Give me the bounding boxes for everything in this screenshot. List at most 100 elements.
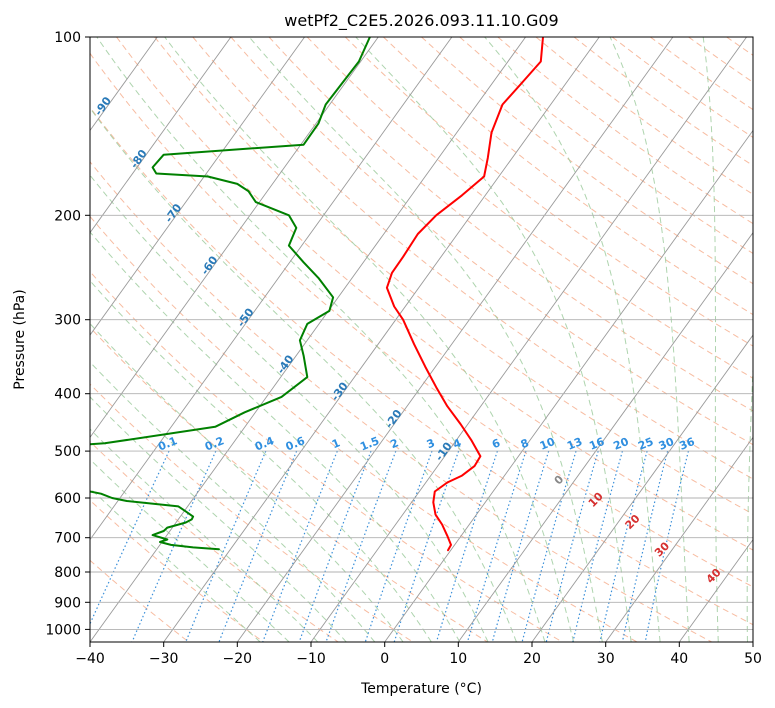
isotherm-line: [678, 538, 753, 642]
dry-adiabat-line: [154, 37, 753, 515]
x-axis-label: Temperature (°C): [360, 681, 482, 697]
isotherm-line: [605, 436, 753, 642]
sounding-series-0: [385, 37, 544, 552]
moist-adiabat-line: [248, 37, 603, 642]
moist-adiabat-line: [90, 280, 432, 642]
mixing-ratio-label: 36: [678, 435, 697, 453]
x-tick-label: 50: [744, 651, 762, 667]
y-tick-label: 1000: [45, 622, 81, 638]
moist-adiabat-line: [90, 174, 489, 642]
isotherm-line: [90, 37, 305, 336]
mixing-ratio-line: [298, 450, 372, 642]
mixing-ratio-label: 25: [636, 435, 655, 453]
pressure-gridlines: [90, 37, 753, 630]
sounding-series-1: [90, 37, 371, 446]
mixing-ratio-line: [621, 450, 669, 642]
isotherm-line: [310, 37, 747, 642]
mixing-ratio-label: 13: [565, 435, 584, 453]
moist-adiabat-line: [90, 487, 261, 642]
sounding-profiles: [90, 37, 544, 552]
x-tick-label: −30: [149, 651, 179, 667]
y-tick-label: 900: [54, 595, 81, 611]
y-tick-label: 200: [54, 208, 81, 224]
moist-adiabat-line: [90, 322, 404, 642]
moist-adiabat-line: [90, 396, 347, 642]
y-tick-label: 800: [54, 565, 81, 581]
mixing-ratio-line: [521, 450, 577, 642]
moist-adiabat-line: [90, 231, 461, 642]
sounding-series-2: [90, 490, 220, 551]
x-tick-label: −10: [296, 651, 326, 667]
isotherm-line: [90, 37, 453, 541]
moist-adiabat-line: [90, 428, 319, 642]
dry-adiabat-line: [90, 440, 339, 642]
skewed-isotherms: [90, 37, 753, 642]
y-axis-ticks: 100 200 300 400 500 600 700 800 900 1000: [45, 30, 90, 638]
x-tick-label: 20: [523, 651, 541, 667]
moist-adiabat-line: [90, 361, 376, 642]
dry-adiabat-line: [90, 326, 488, 642]
dry-adiabat-line: [90, 559, 190, 642]
moist-adiabat-line: [609, 37, 690, 642]
mixing-ratio-line: [325, 450, 397, 642]
mixing-ratio-line: [466, 450, 527, 642]
mixing-ratio-label: 2: [389, 436, 401, 451]
dry-adiabat-line: [230, 37, 753, 446]
dry-adiabat-line: [306, 37, 753, 379]
y-axis-label: Pressure (hPa): [12, 289, 28, 389]
mixing-ratio-label: 3: [425, 436, 437, 451]
y-tick-label: 500: [54, 444, 81, 460]
mixing-ratio-line: [218, 450, 298, 642]
y-tick-label: 700: [54, 531, 81, 547]
mixing-ratio-line: [599, 450, 648, 642]
x-tick-label: −20: [223, 651, 253, 667]
chart-title: wetPf2_C2E5.2026.093.11.10.G09: [284, 11, 558, 31]
moist-adiabat-line: [355, 37, 632, 642]
mixing-ratio-label: 10: [538, 435, 557, 453]
y-tick-label: 300: [54, 313, 81, 329]
dry-adiabat-line: [90, 499, 264, 642]
moist-adiabat-line: [96, 37, 546, 642]
moist-adiabats: [90, 37, 753, 642]
dry-adiabat-line: [90, 106, 753, 626]
mixing-ratio-label: 1: [330, 436, 342, 451]
x-axis-ticks: −40 −30 −20 −10 0 10 20 30 40 50: [75, 642, 762, 667]
plot-frame: [89, 36, 754, 643]
isotherm-line: [384, 129, 753, 642]
isotherm-line: [163, 37, 600, 642]
isotherm-line: [90, 37, 379, 439]
dry-adiabat-line: [192, 37, 753, 480]
isotherm-line: [90, 37, 232, 234]
background-lines: [90, 37, 753, 642]
y-tick-label: 600: [54, 491, 81, 507]
isotherm-line: [236, 37, 674, 642]
mixing-ratio-label: 8: [519, 436, 531, 451]
x-tick-label: −40: [75, 651, 105, 667]
moist-adiabat-line: [702, 37, 719, 642]
dry-adiabat-line: [90, 383, 414, 642]
isotherm-line: [457, 231, 753, 642]
x-tick-label: 30: [597, 651, 615, 667]
y-tick-label: 100: [54, 30, 81, 46]
mixing-ratio-line: [491, 450, 550, 642]
mixing-ratio-line: [262, 450, 338, 642]
moist-adiabat-line: [746, 359, 753, 642]
mixing-ratio-label: 30: [657, 435, 676, 453]
x-tick-label: 40: [670, 651, 688, 667]
mixing-ratio-line: [90, 450, 170, 626]
dry-adiabat-line: [344, 37, 753, 347]
isotherm-line: [531, 334, 753, 642]
x-tick-label: 10: [449, 651, 467, 667]
mixing-ratio-label: 20: [612, 435, 631, 453]
dry-adiabat-line: [90, 161, 712, 642]
moist-adiabat-line: [90, 458, 290, 642]
mixing-ratio-line: [644, 450, 689, 642]
y-tick-label: 400: [54, 387, 81, 403]
moist-adiabat-line: [484, 37, 661, 642]
mixing-ratio-line: [545, 450, 599, 642]
mixing-ratio-line: [364, 450, 433, 642]
x-tick-label: 0: [380, 651, 389, 667]
moist-adiabat-line: [90, 107, 517, 642]
mixing-ratio-label: 16: [587, 435, 606, 453]
